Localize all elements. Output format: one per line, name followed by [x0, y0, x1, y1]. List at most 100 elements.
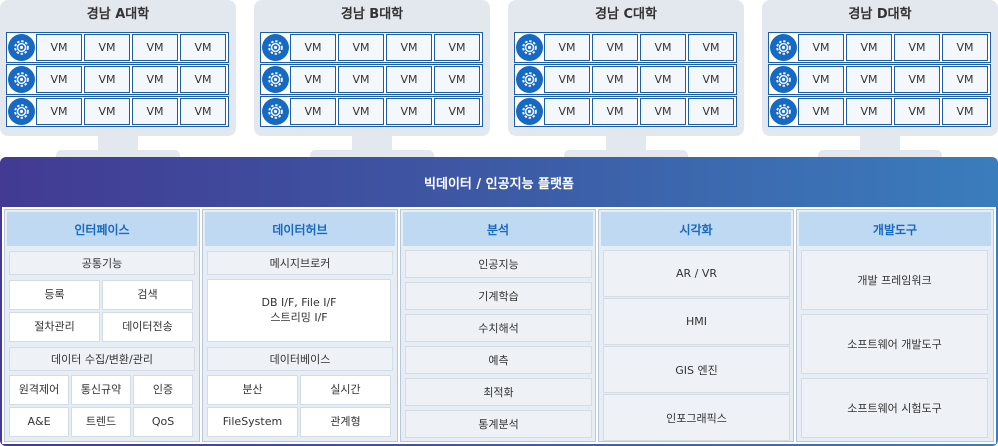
vm-box: VM	[36, 34, 82, 61]
vm-box: VM	[640, 66, 686, 93]
vm-row: VM VM VM VM	[768, 64, 991, 95]
vm-box: VM	[846, 66, 892, 93]
vm-box: VM	[846, 34, 892, 61]
framework-cell: 개발 프레임워크	[801, 250, 988, 310]
vm-box: VM	[942, 34, 988, 61]
vm-box: VM	[688, 66, 734, 93]
data-collection-header: 데이터 수집/변환/관리	[9, 347, 195, 371]
interface-column: 인터페이스 공통기능 등록 검색 절차관리 데이터전송 데이터 수집/변환/관리…	[4, 209, 200, 442]
university-a: 경남 A대학 VM VM VM VM VM VM VM VM VM VM VM …	[0, 0, 236, 136]
optimization-cell: 최적화	[405, 378, 592, 406]
gear-icon	[516, 66, 543, 93]
monitor-stand	[606, 134, 646, 150]
relational-cell: 관계형	[300, 407, 391, 437]
vm-box: VM	[132, 34, 178, 61]
ai-cell: 인공지능	[405, 250, 592, 278]
vm-box: VM	[688, 98, 734, 125]
vm-box: VM	[544, 66, 590, 93]
monitor-base	[818, 150, 942, 160]
vm-box: VM	[640, 98, 686, 125]
prediction-cell: 예측	[405, 346, 592, 374]
distributed-cell: 분산	[207, 375, 298, 405]
vm-box: VM	[180, 66, 226, 93]
vm-row: VM VM VM VM	[6, 64, 229, 95]
platform-panel: 인터페이스 공통기능 등록 검색 절차관리 데이터전송 데이터 수집/변환/관리…	[2, 207, 996, 444]
interface-header: 인터페이스	[7, 212, 197, 246]
vm-box: VM	[894, 98, 940, 125]
vm-box: VM	[544, 98, 590, 125]
monitor-stand	[860, 134, 900, 150]
university-title: 경남 A대학	[86, 7, 150, 22]
visualization-column: 시각화 AR / VR HMI GIS 엔진 인포그래픽스	[598, 209, 794, 442]
sw-test-tools-cell: 소프트웨어 시험도구	[801, 378, 988, 438]
vm-box: VM	[894, 34, 940, 61]
gear-icon	[262, 66, 289, 93]
vm-box: VM	[180, 98, 226, 125]
statistics-cell: 통계분석	[405, 410, 592, 438]
infographics-cell: 인포그래픽스	[603, 394, 790, 441]
vm-box: VM	[434, 34, 480, 61]
gear-icon	[770, 98, 797, 125]
data-transfer-cell: 데이터전송	[102, 312, 193, 342]
vm-box: VM	[592, 66, 638, 93]
university-title: 경남 B대학	[340, 7, 404, 22]
vm-box: VM	[338, 34, 384, 61]
vm-box: VM	[942, 66, 988, 93]
vm-box: VM	[36, 98, 82, 125]
monitor-stand	[352, 134, 392, 150]
filesystem-cell: FileSystem	[207, 407, 298, 437]
gear-icon	[8, 34, 35, 61]
sw-dev-tools-cell: 소프트웨어 개발도구	[801, 314, 988, 374]
vm-box: VM	[290, 66, 336, 93]
vm-row: VM VM VM VM	[768, 96, 991, 127]
vm-box: VM	[688, 34, 734, 61]
vm-box: VM	[894, 66, 940, 93]
monitor-base	[564, 150, 688, 160]
vm-box: VM	[84, 34, 130, 61]
gear-icon	[770, 66, 797, 93]
university-title: 경남 D대학	[848, 7, 912, 22]
vm-box: VM	[640, 34, 686, 61]
vm-box: VM	[338, 98, 384, 125]
platform: 빅데이터 / 인공지능 플랫폼 인터페이스 공통기능 등록 검색 절차관리 데이…	[0, 157, 998, 446]
visualization-header: 시각화	[601, 212, 791, 246]
qos-cell: QoS	[133, 407, 193, 437]
monitor-base	[310, 150, 434, 160]
vm-row: VM VM VM VM	[514, 64, 737, 95]
vm-box: VM	[84, 98, 130, 125]
vm-box: VM	[544, 34, 590, 61]
vm-box: VM	[798, 34, 844, 61]
vm-box: VM	[434, 66, 480, 93]
platform-title: 빅데이터 / 인공지능 플랫폼	[424, 177, 574, 192]
vm-box: VM	[386, 34, 432, 61]
realtime-cell: 실시간	[300, 375, 391, 405]
university-b: 경남 B대학 VM VM VM VM VM VM VM VM VM VM VM …	[254, 0, 490, 136]
broker-line-2: 스트리밍 I/F	[270, 310, 328, 324]
trend-cell: 트렌드	[71, 407, 131, 437]
search-cell: 검색	[102, 280, 193, 310]
ml-cell: 기계학습	[405, 282, 592, 310]
vm-row: VM VM VM VM	[514, 32, 737, 63]
database-header: 데이터베이스	[207, 347, 393, 371]
vm-box: VM	[592, 34, 638, 61]
vm-box: VM	[434, 98, 480, 125]
gear-icon	[262, 34, 289, 61]
ae-cell: A&E	[9, 407, 69, 437]
vm-box: VM	[592, 98, 638, 125]
vm-row: VM VM VM VM	[6, 96, 229, 127]
vm-box: VM	[36, 66, 82, 93]
analysis-header: 분석	[403, 212, 593, 246]
vm-box: VM	[132, 98, 178, 125]
gear-icon	[8, 98, 35, 125]
university-title: 경남 C대학	[595, 7, 657, 22]
vm-box: VM	[132, 66, 178, 93]
gis-engine-cell: GIS 엔진	[603, 346, 790, 393]
ar-vr-cell: AR / VR	[603, 250, 790, 297]
vm-box: VM	[180, 34, 226, 61]
data-hub-header: 데이터허브	[205, 212, 395, 246]
vm-row: VM VM VM VM	[260, 64, 483, 95]
vm-box: VM	[798, 66, 844, 93]
monitor-stand	[98, 134, 138, 150]
vm-row: VM VM VM VM	[260, 32, 483, 63]
hmi-cell: HMI	[603, 298, 790, 345]
